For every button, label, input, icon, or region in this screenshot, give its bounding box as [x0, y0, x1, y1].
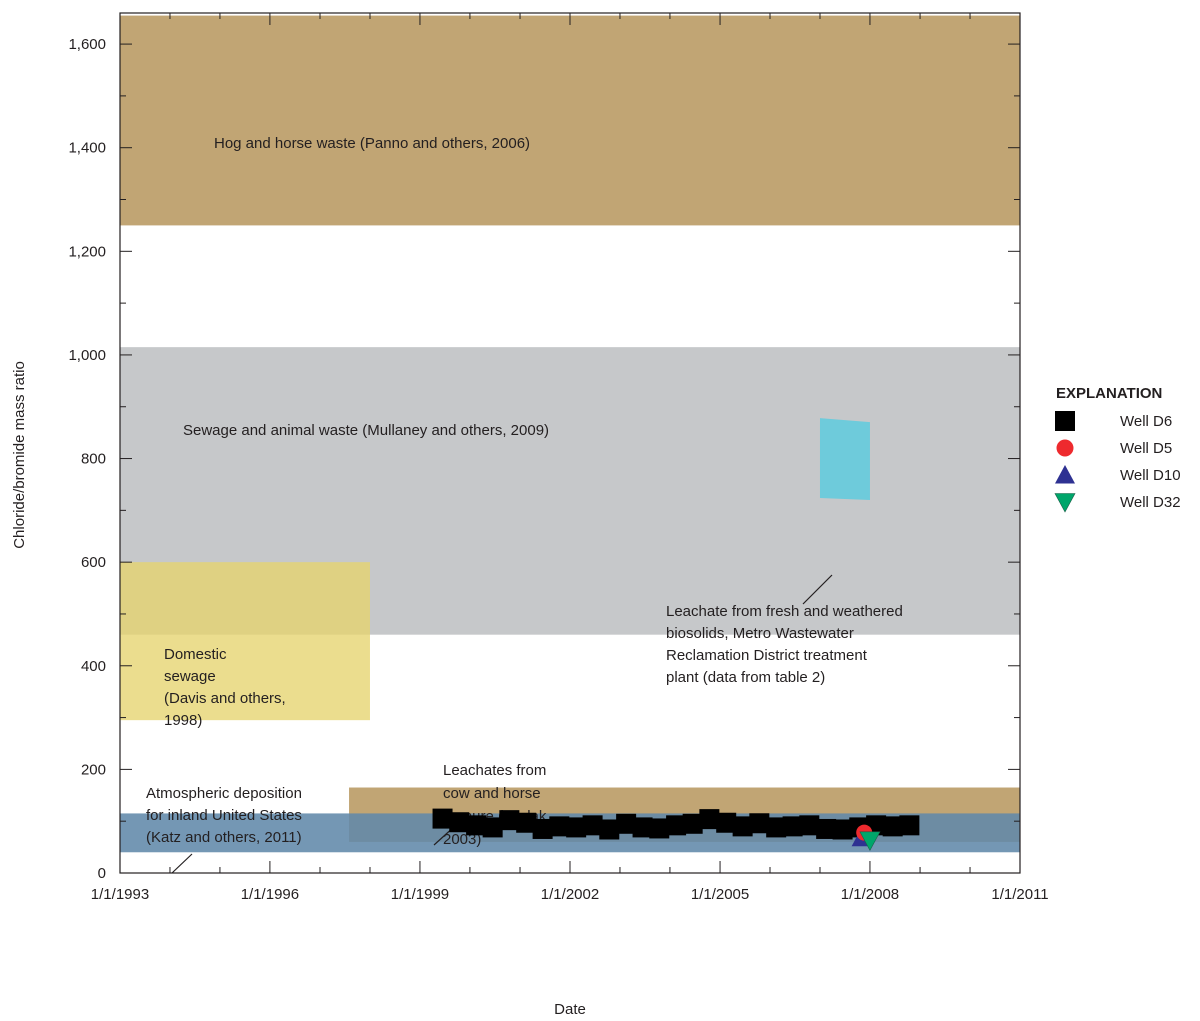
- legend-items: Well D6 Well D5 Well D10 Well D32: [1054, 411, 1181, 513]
- y-tick-label: 800: [81, 451, 106, 468]
- legend-marker-well-d32: [1054, 493, 1076, 513]
- annotation-line: (Katz and others, 2011): [146, 829, 302, 846]
- legend-marker-well-d10: [1055, 465, 1075, 484]
- legend-title: EXPLANATION: [1056, 385, 1162, 402]
- legend-label: Well D6: [1120, 413, 1172, 430]
- y-tick-label: 1,200: [68, 243, 106, 260]
- annotation-line: Reclamation District treatment: [666, 647, 868, 664]
- legend-marker-well-d6: [1055, 411, 1075, 431]
- point-well-d6: [666, 815, 687, 836]
- point-well-d6: [449, 812, 470, 833]
- domestic-sewage-band: [120, 562, 370, 721]
- annotation-line: cow and horse: [443, 785, 541, 802]
- axis-ticks: [119, 13, 1021, 874]
- annotation-line: Sewage and animal waste (Mullaney and ot…: [183, 422, 549, 439]
- y-tick-label: 200: [81, 761, 106, 778]
- point-well-d6: [582, 815, 603, 836]
- annotation-line: (Davis and others,: [164, 690, 286, 707]
- y-axis-title: Chloride/bromide mass ratio: [11, 361, 28, 549]
- biosolids-leachate-label: Leachate from fresh and weathered biosoli…: [666, 603, 903, 686]
- annotation-line: sewage: [164, 668, 216, 685]
- x-tick-label: 1/1/2011: [991, 886, 1048, 903]
- annotation-line: Leachates from: [443, 762, 546, 779]
- point-well-d6: [532, 818, 553, 839]
- x-tick-label: 1/1/2002: [541, 886, 599, 903]
- legend-label: Well D32: [1120, 494, 1181, 511]
- legend-label: Well D5: [1120, 440, 1172, 457]
- sewage-animal-waste-label: Sewage and animal waste (Mullaney and ot…: [183, 422, 549, 439]
- axis-tick-labels: 0 200 400 600 800 1,000 1,200 1,400 1,600 1/1/199…: [68, 36, 1048, 903]
- range-annotations: Hog and horse waste (Panno and others, 2…: [146, 135, 903, 848]
- point-well-d6: [816, 818, 837, 839]
- y-tick-label: 1,600: [68, 36, 106, 53]
- point-well-d6: [632, 817, 653, 838]
- point-well-d6: [649, 818, 670, 839]
- manure-leachate-label: Leachates from cow and horse manure (Hudak…: [443, 762, 551, 848]
- y-tick-label: 1,000: [68, 347, 106, 364]
- x-tick-label: 1/1/1993: [91, 886, 149, 903]
- annotation-line: plant (data from table 2): [666, 669, 825, 686]
- point-well-d6: [432, 808, 453, 829]
- point-well-d6: [749, 813, 770, 834]
- atmospheric-deposition-label: Atmospheric deposition for inland United …: [146, 785, 302, 846]
- x-axis-title: Date: [554, 1001, 586, 1018]
- point-well-d6: [566, 817, 587, 838]
- annotation-line: Atmospheric deposition: [146, 785, 302, 802]
- x-tick-label: 1/1/1999: [391, 886, 449, 903]
- domestic-sewage-label: Domestic sewage (Davis and others, 1998): [164, 646, 286, 729]
- annotation-line: biosolids, Metro Wastewater: [666, 625, 854, 642]
- point-well-d6: [482, 817, 503, 838]
- annotation-line: Leachate from fresh and weathered: [666, 603, 903, 620]
- y-tick-label: 400: [81, 658, 106, 675]
- y-tick-label: 600: [81, 554, 106, 571]
- data-points: [432, 808, 920, 851]
- annotation-line: 1998): [164, 712, 202, 729]
- point-well-d6: [516, 812, 537, 833]
- x-tick-label: 1/1/2005: [691, 886, 749, 903]
- annotation-line: Hog and horse waste (Panno and others, 2…: [214, 135, 530, 152]
- point-well-d6: [832, 819, 853, 840]
- point-well-d6: [549, 816, 570, 837]
- y-tick-label: 1,400: [68, 140, 106, 157]
- leader-line: [802, 574, 833, 605]
- point-well-d6: [699, 809, 720, 830]
- hog-horse-waste-label: Hog and horse waste (Panno and others, 2…: [214, 135, 530, 152]
- point-well-d6: [732, 816, 753, 837]
- biosolids-leachate-band: [819, 418, 870, 500]
- point-well-d6: [599, 819, 620, 840]
- x-tick-label: 1/1/2008: [841, 886, 899, 903]
- x-tick-label: 1/1/1996: [241, 886, 299, 903]
- legend-label: Well D10: [1120, 467, 1181, 484]
- point-well-d6: [799, 815, 820, 836]
- point-well-d6: [616, 813, 637, 834]
- leader-line: [171, 853, 193, 874]
- point-well-d6: [499, 810, 520, 831]
- point-well-d6: [682, 813, 703, 834]
- point-well-d6: [882, 816, 903, 837]
- hog-horse-waste-band: [120, 15, 1020, 226]
- point-well-d6: [716, 812, 737, 833]
- point-well-d6: [899, 815, 920, 836]
- point-well-d6: [782, 816, 803, 837]
- point-well-d6: [466, 815, 487, 836]
- annotation-line: for inland United States: [146, 807, 302, 824]
- legend-marker-well-d5: [1056, 439, 1074, 457]
- point-well-d32: [859, 831, 881, 851]
- annotation-line: Domestic: [164, 646, 227, 663]
- y-tick-label: 0: [98, 865, 106, 882]
- point-well-d6: [766, 817, 787, 838]
